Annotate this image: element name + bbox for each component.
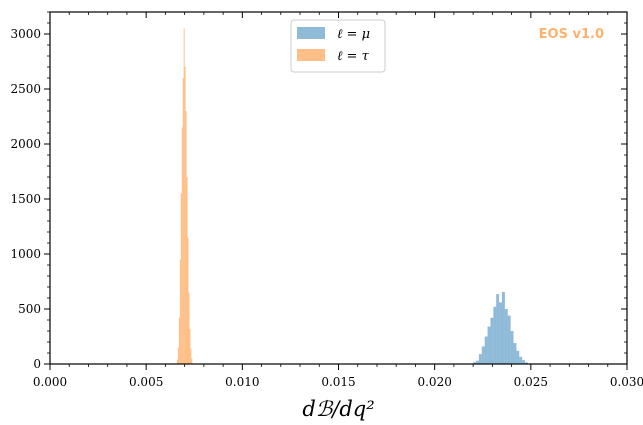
x-tick-label: 0.015	[321, 375, 355, 389]
bar-series0-bin3	[481, 346, 485, 364]
bar-series1-bin10	[186, 177, 188, 364]
bar-series1-bin5	[181, 127, 183, 364]
bar-series1-bin15	[191, 358, 193, 364]
bar-series1-bin3	[179, 259, 181, 364]
y-tick-label: 500	[18, 302, 41, 316]
bar-series0-bin10	[501, 291, 505, 364]
bar-series1-bin14	[190, 348, 192, 364]
legend-swatch-tau	[297, 49, 325, 61]
y-tick-label: 2000	[10, 137, 41, 151]
x-tick-label: 0.000	[33, 375, 67, 389]
bar-series0-bin4	[484, 336, 488, 364]
x-axis-label: dℬ/dq²	[302, 397, 374, 421]
y-tick-label: 2500	[10, 82, 41, 96]
bar-series1-bin6	[182, 78, 184, 364]
bar-series0-bin18	[525, 362, 528, 364]
bar-series0-bin6	[490, 317, 494, 364]
bar-series1-bin11	[187, 237, 189, 364]
bar-series1-bin2	[178, 317, 180, 364]
bar-series0-bin7	[493, 306, 497, 364]
y-tick-label: 0	[33, 357, 41, 371]
legend-label-tau: ℓ = τ	[337, 49, 370, 64]
y-tick-label: 1500	[10, 192, 41, 206]
y-tick-label: 3000	[10, 27, 41, 41]
legend: ℓ = μ ℓ = τ	[290, 19, 386, 73]
bar-series0-bin5	[487, 326, 491, 364]
x-tick-label: 0.005	[129, 375, 163, 389]
legend-label-mu: ℓ = μ	[337, 27, 370, 42]
x-tick-label: 0.025	[514, 375, 548, 389]
bar-series0-bin1	[476, 360, 479, 364]
bar-series1-bin13	[189, 328, 191, 364]
bar-series0-bin2	[478, 354, 482, 364]
bar-series0-bin16	[519, 356, 523, 364]
bar-series1-bin4	[180, 193, 182, 364]
x-tick-label: 0.010	[225, 375, 259, 389]
legend-swatch-mu	[297, 27, 325, 39]
x-axis-ticks: 0.000 0.005 0.010 0.015 0.020 0.025 0.030	[33, 12, 643, 389]
bar-series0-bin9	[499, 302, 502, 364]
y-tick-label: 1000	[10, 247, 41, 261]
x-tick-label: 0.020	[417, 375, 451, 389]
eos-watermark: EOS v1.0	[539, 27, 604, 42]
bar-series1-bin1	[177, 347, 179, 364]
plot-frame	[49, 11, 628, 365]
bar-series1-bin12	[188, 292, 190, 364]
bar-series1-bin0	[176, 359, 178, 364]
bar-series0-bin0	[473, 362, 477, 364]
bar-series0-bin12	[507, 315, 511, 364]
bar-series1-bin8	[184, 67, 186, 364]
bar-series0-bin11	[504, 309, 508, 364]
histogram-bars	[176, 28, 528, 364]
bar-series1-bin9	[185, 111, 187, 364]
x-tick-label: 0.030	[610, 375, 643, 389]
bar-series0-bin17	[522, 360, 526, 364]
bar-series1-bin7	[183, 28, 185, 364]
bar-series0-bin8	[496, 294, 500, 364]
bar-series0-bin14	[513, 343, 517, 364]
bar-series0-bin15	[516, 350, 520, 364]
bar-series0-bin13	[510, 331, 514, 364]
